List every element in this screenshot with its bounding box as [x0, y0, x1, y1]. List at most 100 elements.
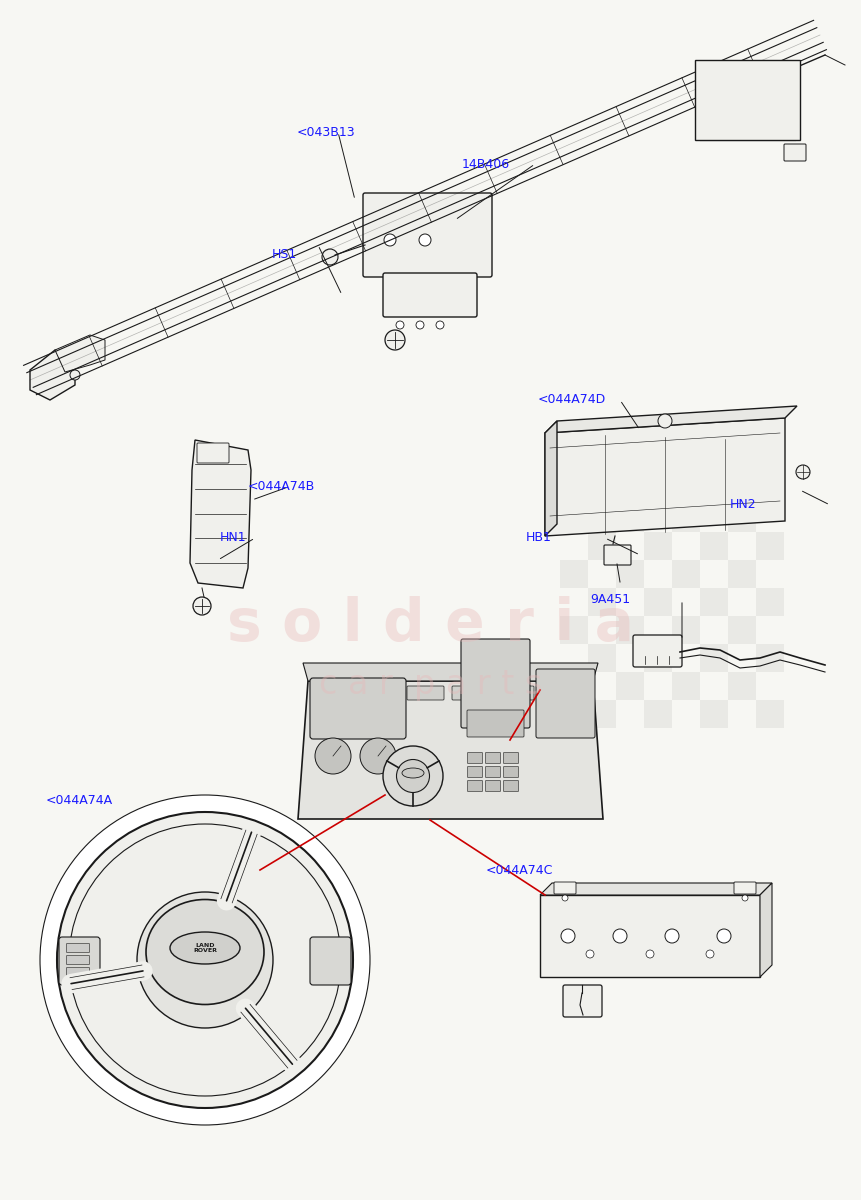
FancyBboxPatch shape — [485, 767, 500, 778]
Polygon shape — [544, 418, 784, 536]
Text: <044A74D: <044A74D — [537, 394, 605, 407]
FancyBboxPatch shape — [562, 985, 601, 1016]
Polygon shape — [298, 680, 603, 818]
FancyBboxPatch shape — [362, 686, 399, 700]
FancyBboxPatch shape — [461, 638, 530, 728]
Polygon shape — [544, 406, 796, 433]
Text: <044A74C: <044A74C — [486, 864, 553, 876]
Polygon shape — [55, 335, 105, 372]
FancyBboxPatch shape — [467, 780, 482, 792]
Bar — [616, 672, 643, 700]
FancyBboxPatch shape — [66, 967, 90, 977]
Text: <044A74B: <044A74B — [248, 480, 315, 493]
Text: HS1: HS1 — [272, 248, 297, 262]
Circle shape — [193, 596, 211, 614]
Bar — [699, 644, 728, 672]
Bar — [643, 532, 672, 560]
Circle shape — [705, 950, 713, 958]
Bar — [699, 700, 728, 728]
FancyBboxPatch shape — [406, 686, 443, 700]
Circle shape — [322, 248, 338, 265]
Text: LAND
ROVER: LAND ROVER — [193, 943, 217, 953]
Bar — [699, 588, 728, 616]
Circle shape — [561, 929, 574, 943]
Bar — [755, 644, 784, 672]
Bar — [643, 644, 672, 672]
Bar — [560, 616, 587, 644]
Circle shape — [716, 929, 730, 943]
Circle shape — [741, 895, 747, 901]
Polygon shape — [759, 883, 771, 977]
Bar — [616, 504, 643, 532]
FancyBboxPatch shape — [317, 686, 354, 700]
Circle shape — [396, 760, 429, 792]
Bar — [672, 672, 699, 700]
Bar — [728, 616, 755, 644]
FancyBboxPatch shape — [467, 752, 482, 763]
Text: s o l d e r i a: s o l d e r i a — [227, 596, 634, 654]
Bar — [755, 700, 784, 728]
Circle shape — [383, 234, 395, 246]
Circle shape — [360, 738, 395, 774]
Bar — [587, 532, 616, 560]
Circle shape — [314, 738, 350, 774]
Text: 9A451: 9A451 — [589, 594, 629, 606]
Bar — [587, 588, 616, 616]
Ellipse shape — [146, 900, 263, 1004]
FancyBboxPatch shape — [542, 686, 579, 700]
Bar — [587, 644, 616, 672]
Ellipse shape — [170, 932, 239, 964]
Bar — [672, 616, 699, 644]
FancyBboxPatch shape — [362, 193, 492, 277]
Bar — [728, 560, 755, 588]
Bar — [560, 504, 587, 532]
Text: 14B406: 14B406 — [461, 158, 510, 172]
Bar — [643, 588, 672, 616]
Bar — [643, 700, 672, 728]
Circle shape — [795, 464, 809, 479]
FancyBboxPatch shape — [536, 668, 594, 738]
Circle shape — [40, 794, 369, 1126]
Circle shape — [57, 812, 353, 1108]
Circle shape — [385, 330, 405, 350]
FancyBboxPatch shape — [632, 635, 681, 667]
FancyBboxPatch shape — [734, 882, 755, 894]
Bar — [699, 532, 728, 560]
Polygon shape — [303, 662, 598, 680]
Bar — [728, 672, 755, 700]
Bar — [672, 560, 699, 588]
Circle shape — [418, 234, 430, 246]
Circle shape — [70, 370, 80, 380]
FancyBboxPatch shape — [784, 144, 805, 161]
Circle shape — [395, 320, 404, 329]
Circle shape — [585, 950, 593, 958]
Circle shape — [645, 950, 653, 958]
Polygon shape — [539, 883, 771, 895]
Circle shape — [69, 824, 341, 1096]
Polygon shape — [539, 895, 759, 977]
Text: HB1: HB1 — [525, 532, 551, 545]
Circle shape — [612, 929, 626, 943]
Text: <044A74A: <044A74A — [46, 793, 113, 806]
Bar — [755, 588, 784, 616]
Circle shape — [416, 320, 424, 329]
FancyBboxPatch shape — [451, 686, 488, 700]
Circle shape — [137, 892, 273, 1028]
FancyBboxPatch shape — [604, 545, 630, 565]
FancyBboxPatch shape — [554, 882, 575, 894]
Polygon shape — [189, 440, 251, 588]
Bar — [728, 504, 755, 532]
FancyBboxPatch shape — [66, 955, 90, 965]
FancyBboxPatch shape — [310, 937, 350, 985]
Text: c a r  p a r t s: c a r p a r t s — [319, 668, 542, 702]
Circle shape — [382, 746, 443, 806]
Text: HN1: HN1 — [220, 532, 246, 545]
FancyBboxPatch shape — [497, 686, 533, 700]
Circle shape — [664, 929, 678, 943]
FancyBboxPatch shape — [485, 752, 500, 763]
FancyBboxPatch shape — [310, 678, 406, 739]
FancyBboxPatch shape — [467, 767, 482, 778]
Polygon shape — [30, 350, 75, 400]
FancyBboxPatch shape — [503, 780, 518, 792]
FancyBboxPatch shape — [485, 780, 500, 792]
